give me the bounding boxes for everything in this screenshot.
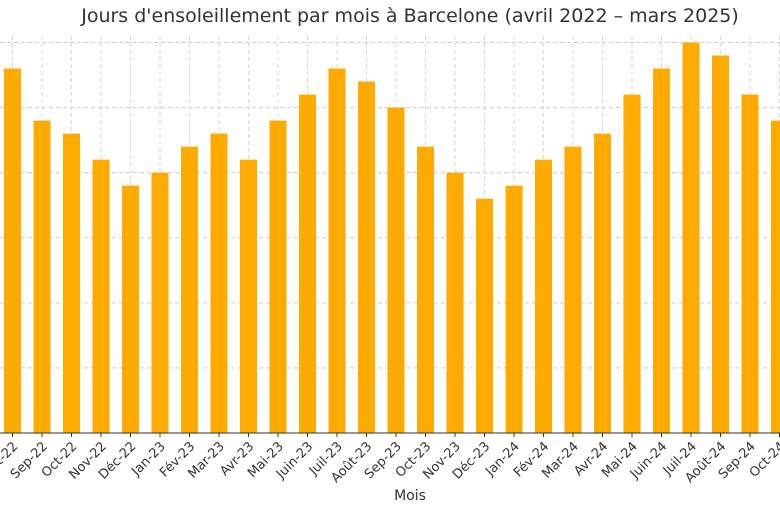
bar bbox=[417, 146, 434, 433]
x-tick-labels: Août-22Sep-22Oct-22Nov-22Déc-22Jan-23Fév… bbox=[0, 433, 780, 486]
bar bbox=[122, 185, 139, 433]
bar bbox=[181, 146, 198, 433]
bar bbox=[535, 159, 552, 433]
bar bbox=[240, 159, 257, 433]
bar bbox=[299, 94, 316, 434]
bar bbox=[387, 107, 405, 434]
x-axis-label: Mois bbox=[394, 488, 426, 504]
bar bbox=[92, 159, 110, 433]
bar bbox=[653, 68, 670, 433]
bar bbox=[594, 133, 611, 433]
bar bbox=[712, 55, 729, 433]
bar bbox=[63, 133, 80, 433]
bar bbox=[771, 120, 780, 433]
bar bbox=[505, 185, 523, 433]
bar bbox=[328, 68, 346, 433]
bar bbox=[4, 68, 21, 433]
bar bbox=[210, 133, 228, 433]
bar bbox=[476, 198, 493, 433]
bars bbox=[4, 42, 780, 434]
bar bbox=[446, 172, 464, 434]
bar bbox=[682, 42, 700, 433]
bar bbox=[151, 172, 169, 434]
bar bbox=[741, 94, 759, 434]
bar bbox=[358, 81, 375, 434]
bar bbox=[623, 94, 641, 434]
bar bbox=[564, 146, 582, 433]
bar bbox=[33, 120, 51, 433]
bar bbox=[269, 120, 287, 433]
chart-title: Jours d'ensoleillement par mois à Barcel… bbox=[81, 5, 739, 27]
